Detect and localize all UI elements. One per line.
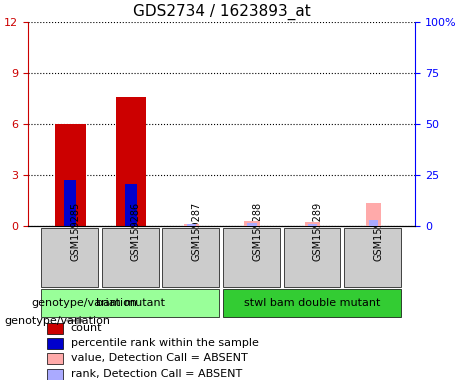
Text: GSM159287: GSM159287 — [191, 202, 201, 261]
Text: rank, Detection Call = ABSENT: rank, Detection Call = ABSENT — [71, 369, 242, 379]
Bar — [187, 224, 196, 226]
Bar — [366, 204, 381, 226]
Text: value, Detection Call = ABSENT: value, Detection Call = ABSENT — [71, 353, 248, 363]
FancyBboxPatch shape — [41, 289, 219, 317]
Text: genotype/variation: genotype/variation — [5, 316, 111, 326]
Text: GSM159285: GSM159285 — [71, 202, 80, 261]
Bar — [47, 353, 63, 364]
FancyBboxPatch shape — [284, 228, 340, 286]
Bar — [47, 338, 63, 349]
Bar — [116, 97, 146, 226]
Text: GSM159290: GSM159290 — [373, 202, 383, 261]
Bar — [184, 224, 199, 226]
FancyBboxPatch shape — [162, 228, 219, 286]
Bar — [308, 223, 317, 226]
Bar — [55, 124, 86, 226]
Text: count: count — [71, 323, 102, 333]
Text: GSM159289: GSM159289 — [313, 202, 323, 261]
FancyBboxPatch shape — [223, 228, 280, 286]
FancyBboxPatch shape — [344, 228, 401, 286]
Bar — [305, 222, 320, 226]
Title: GDS2734 / 1623893_at: GDS2734 / 1623893_at — [133, 4, 311, 20]
FancyBboxPatch shape — [41, 228, 98, 286]
Text: bam mutant: bam mutant — [96, 298, 165, 308]
Text: GSM159288: GSM159288 — [252, 202, 262, 261]
Text: percentile rank within the sample: percentile rank within the sample — [71, 338, 259, 348]
Bar — [47, 369, 63, 380]
Text: stwl bam double mutant: stwl bam double mutant — [244, 298, 381, 308]
FancyBboxPatch shape — [102, 228, 159, 286]
Bar — [368, 220, 378, 226]
Bar — [244, 220, 260, 226]
Bar — [65, 180, 77, 226]
Bar — [248, 223, 257, 226]
FancyBboxPatch shape — [223, 289, 401, 317]
Bar — [47, 323, 63, 334]
Text: genotype/variation: genotype/variation — [31, 298, 137, 308]
Bar — [125, 184, 137, 226]
Text: GSM159286: GSM159286 — [131, 202, 141, 261]
